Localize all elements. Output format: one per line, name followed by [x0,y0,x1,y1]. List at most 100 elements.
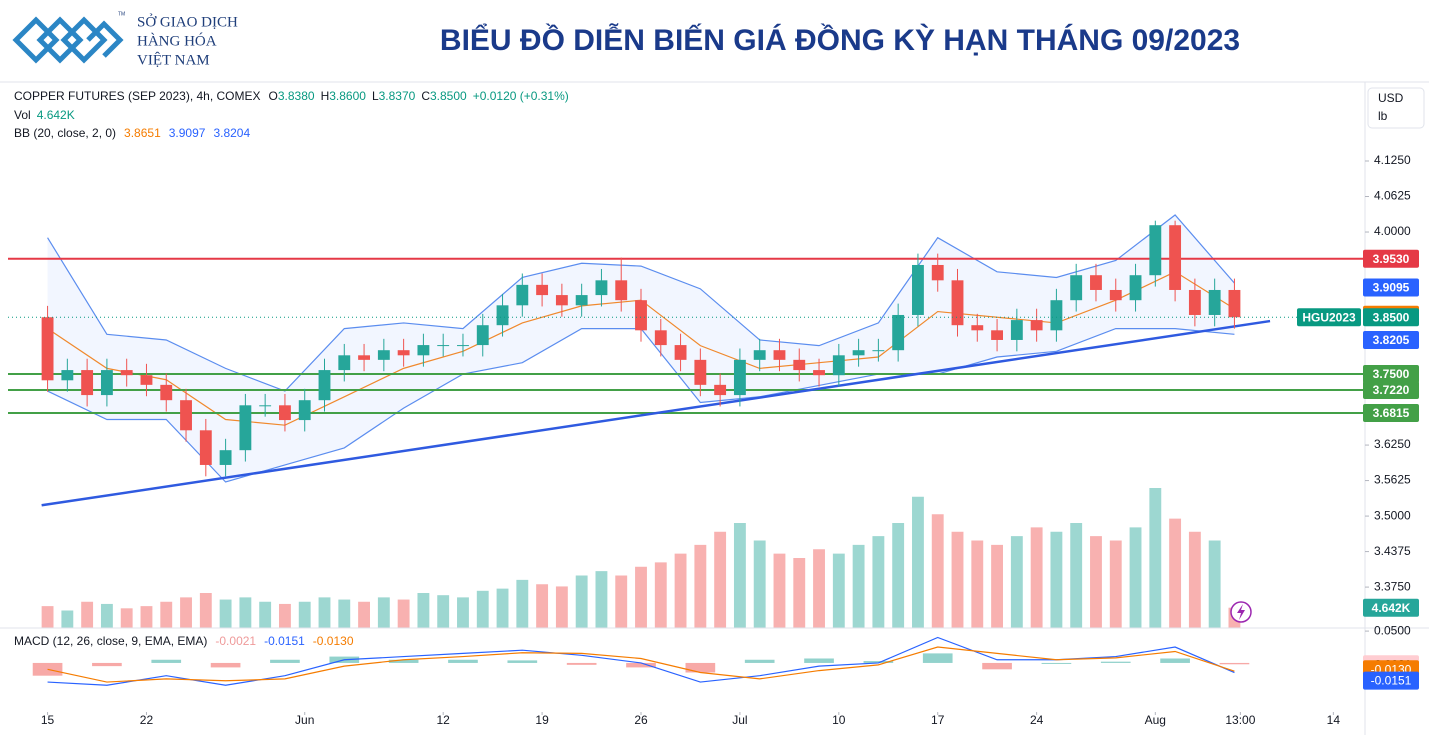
candle-body [476,325,489,346]
y-tick-label: 3.4375 [1374,544,1411,558]
volume-bar [733,523,746,628]
legend-value: -0.0021 [215,634,256,648]
macd-histogram [270,659,300,663]
candle-body [813,370,825,376]
candle-body [1228,289,1241,318]
logo-text: SỞ GIAO DỊCH [137,13,238,30]
price-badge-label: 3.9530 [1373,252,1410,266]
volume-bar [1129,527,1142,628]
volume-bar [1030,527,1043,628]
page-title: BIỂU ĐỒ DIỄN BIẾN GIÁ ĐỒNG KỲ HẠN THÁNG … [440,23,1240,57]
volume-bar [1109,540,1122,628]
price-badge [1363,308,1419,327]
volume-bar [180,597,192,628]
candle-body [318,370,331,401]
volume-bar [160,601,173,628]
y-tick-label: 4.0625 [1374,189,1411,203]
candle-body [41,317,54,381]
volume-bar [1188,531,1201,628]
volume-bar [555,586,568,628]
x-tick-label: 14 [1327,713,1341,727]
candle-body [81,370,94,396]
candle-body [674,345,687,360]
legend-value: -0.0130 [313,634,354,648]
candle-body [912,264,924,315]
macd-histogram [151,659,182,663]
logo-text: VIỆT NAM [137,51,210,68]
volume-bar [1090,536,1102,628]
volume-bar [199,593,212,628]
macd-histogram [507,660,538,663]
price-badge-label: 3.8500 [1373,310,1410,324]
volume-bar [516,579,529,628]
macd-histogram [448,659,478,663]
candle-body [180,400,192,431]
candle-body [1010,320,1023,340]
legend-key: MACD (12, 26, close, 9, EMA, EMA) [14,634,207,648]
volume-bar [457,597,469,628]
candle-body [437,345,450,347]
candle-body [358,355,370,360]
volume-bar [496,588,509,628]
macd-histogram [566,662,597,665]
price-badge [1363,249,1419,268]
price-badge-label: 3.9095 [1373,281,1410,295]
candle-body [832,355,845,376]
volume-bar [377,597,390,628]
volume-bar [813,549,825,628]
legend-value: 3.8204 [213,126,250,140]
x-tick-label: Jun [295,713,314,727]
volume-bar [931,514,944,628]
volume-bar [140,606,153,628]
legend-line: BB (20, close, 2, 0) 3.8651 3.9097 3.8204 [14,126,250,140]
candle-body [160,384,173,401]
macd-line [47,636,1235,686]
x-tick-label: 26 [634,713,648,727]
macd-histogram [1219,662,1250,665]
trendline [41,319,1271,507]
volume-bar [892,523,905,628]
legend-value: 3.8370 [379,89,416,103]
volume-bar [1070,523,1083,628]
legend-key: C [421,89,430,103]
macd-histogram [1160,658,1190,663]
price-badge [1363,278,1419,297]
alert-icon[interactable] [1230,601,1252,623]
volume-bar [872,536,885,628]
y-tick-label: 3.5625 [1374,473,1411,487]
candle-body [496,305,509,326]
volume-bar [654,562,667,628]
volume-bar [1010,536,1023,628]
candle-body [654,330,667,346]
candle-body [635,300,647,331]
candle-body [1109,289,1122,301]
volume-bar [852,544,865,628]
logo-text: HÀNG HÓA [137,32,217,49]
volume-bar [1050,531,1063,628]
legend-key: O [269,89,278,103]
candle-body [239,405,252,451]
volume-bar [219,599,232,628]
volume-bar [120,608,133,628]
price-badge [1363,598,1419,617]
candle-body [793,359,806,371]
legend-line: COPPER FUTURES (SEP 2023), 4h, COMEX O3.8… [14,89,569,103]
candle-body [1030,320,1043,331]
legend-line: Vol 4.642K [14,108,75,122]
y-tick-label: 0.0500 [1374,623,1411,637]
candle-body [279,405,291,421]
candle-body [397,350,410,356]
candle-body [694,359,707,385]
volume-bar [61,610,74,628]
unit-box [1367,87,1425,129]
y-tick-label: 3.3750 [1374,579,1411,593]
volume-bar [279,603,291,628]
volume-bar [338,599,351,628]
volume-bar [41,606,54,628]
unit: lb [1378,109,1388,123]
macd-histogram [626,662,656,668]
volume-bar [832,553,845,628]
x-tick-label: 19 [535,713,549,727]
candle-body [931,264,944,281]
